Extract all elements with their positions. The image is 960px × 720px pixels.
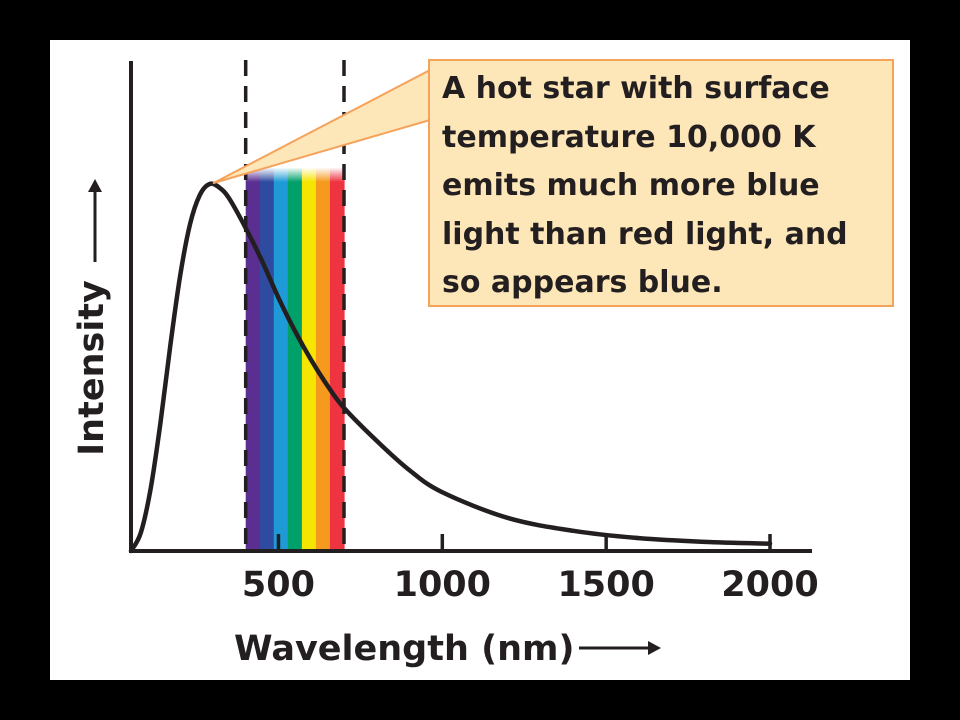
y-axis-arrow (88, 179, 102, 262)
y-axis-label: Intensity (72, 280, 112, 456)
y-arrow-head (88, 179, 102, 192)
y-axis-label-group: Intensity (72, 280, 112, 456)
callout-text: A hot star with surface temperature 10,0… (442, 71, 848, 300)
callout-box: A hot star with surface temperature 10,0… (428, 59, 894, 307)
visible-spectrum-band (245, 168, 345, 551)
x-axis-label: Wavelength (nm) (234, 629, 574, 669)
x-tick-label: 1500 (557, 565, 654, 605)
x-tick-label: 1000 (394, 565, 491, 605)
spectrum-stripe (259, 168, 275, 551)
spectrum-stripe (315, 168, 331, 551)
x-tick-labels: 500 1000 1500 2000 (242, 565, 819, 605)
spectrum-stripe (273, 168, 289, 551)
axes (129, 61, 812, 553)
spectrum-top-fade (245, 168, 344, 182)
spectrum-stripe (245, 168, 261, 551)
spectrum-stripe (329, 168, 345, 551)
x-tick-label: 2000 (721, 565, 818, 605)
intensity-curve (128, 181, 773, 554)
x-arrow-head (648, 641, 661, 655)
x-axis-arrow (579, 641, 661, 655)
spectrum-stripe (287, 168, 303, 551)
x-tick-label: 500 (242, 565, 315, 605)
